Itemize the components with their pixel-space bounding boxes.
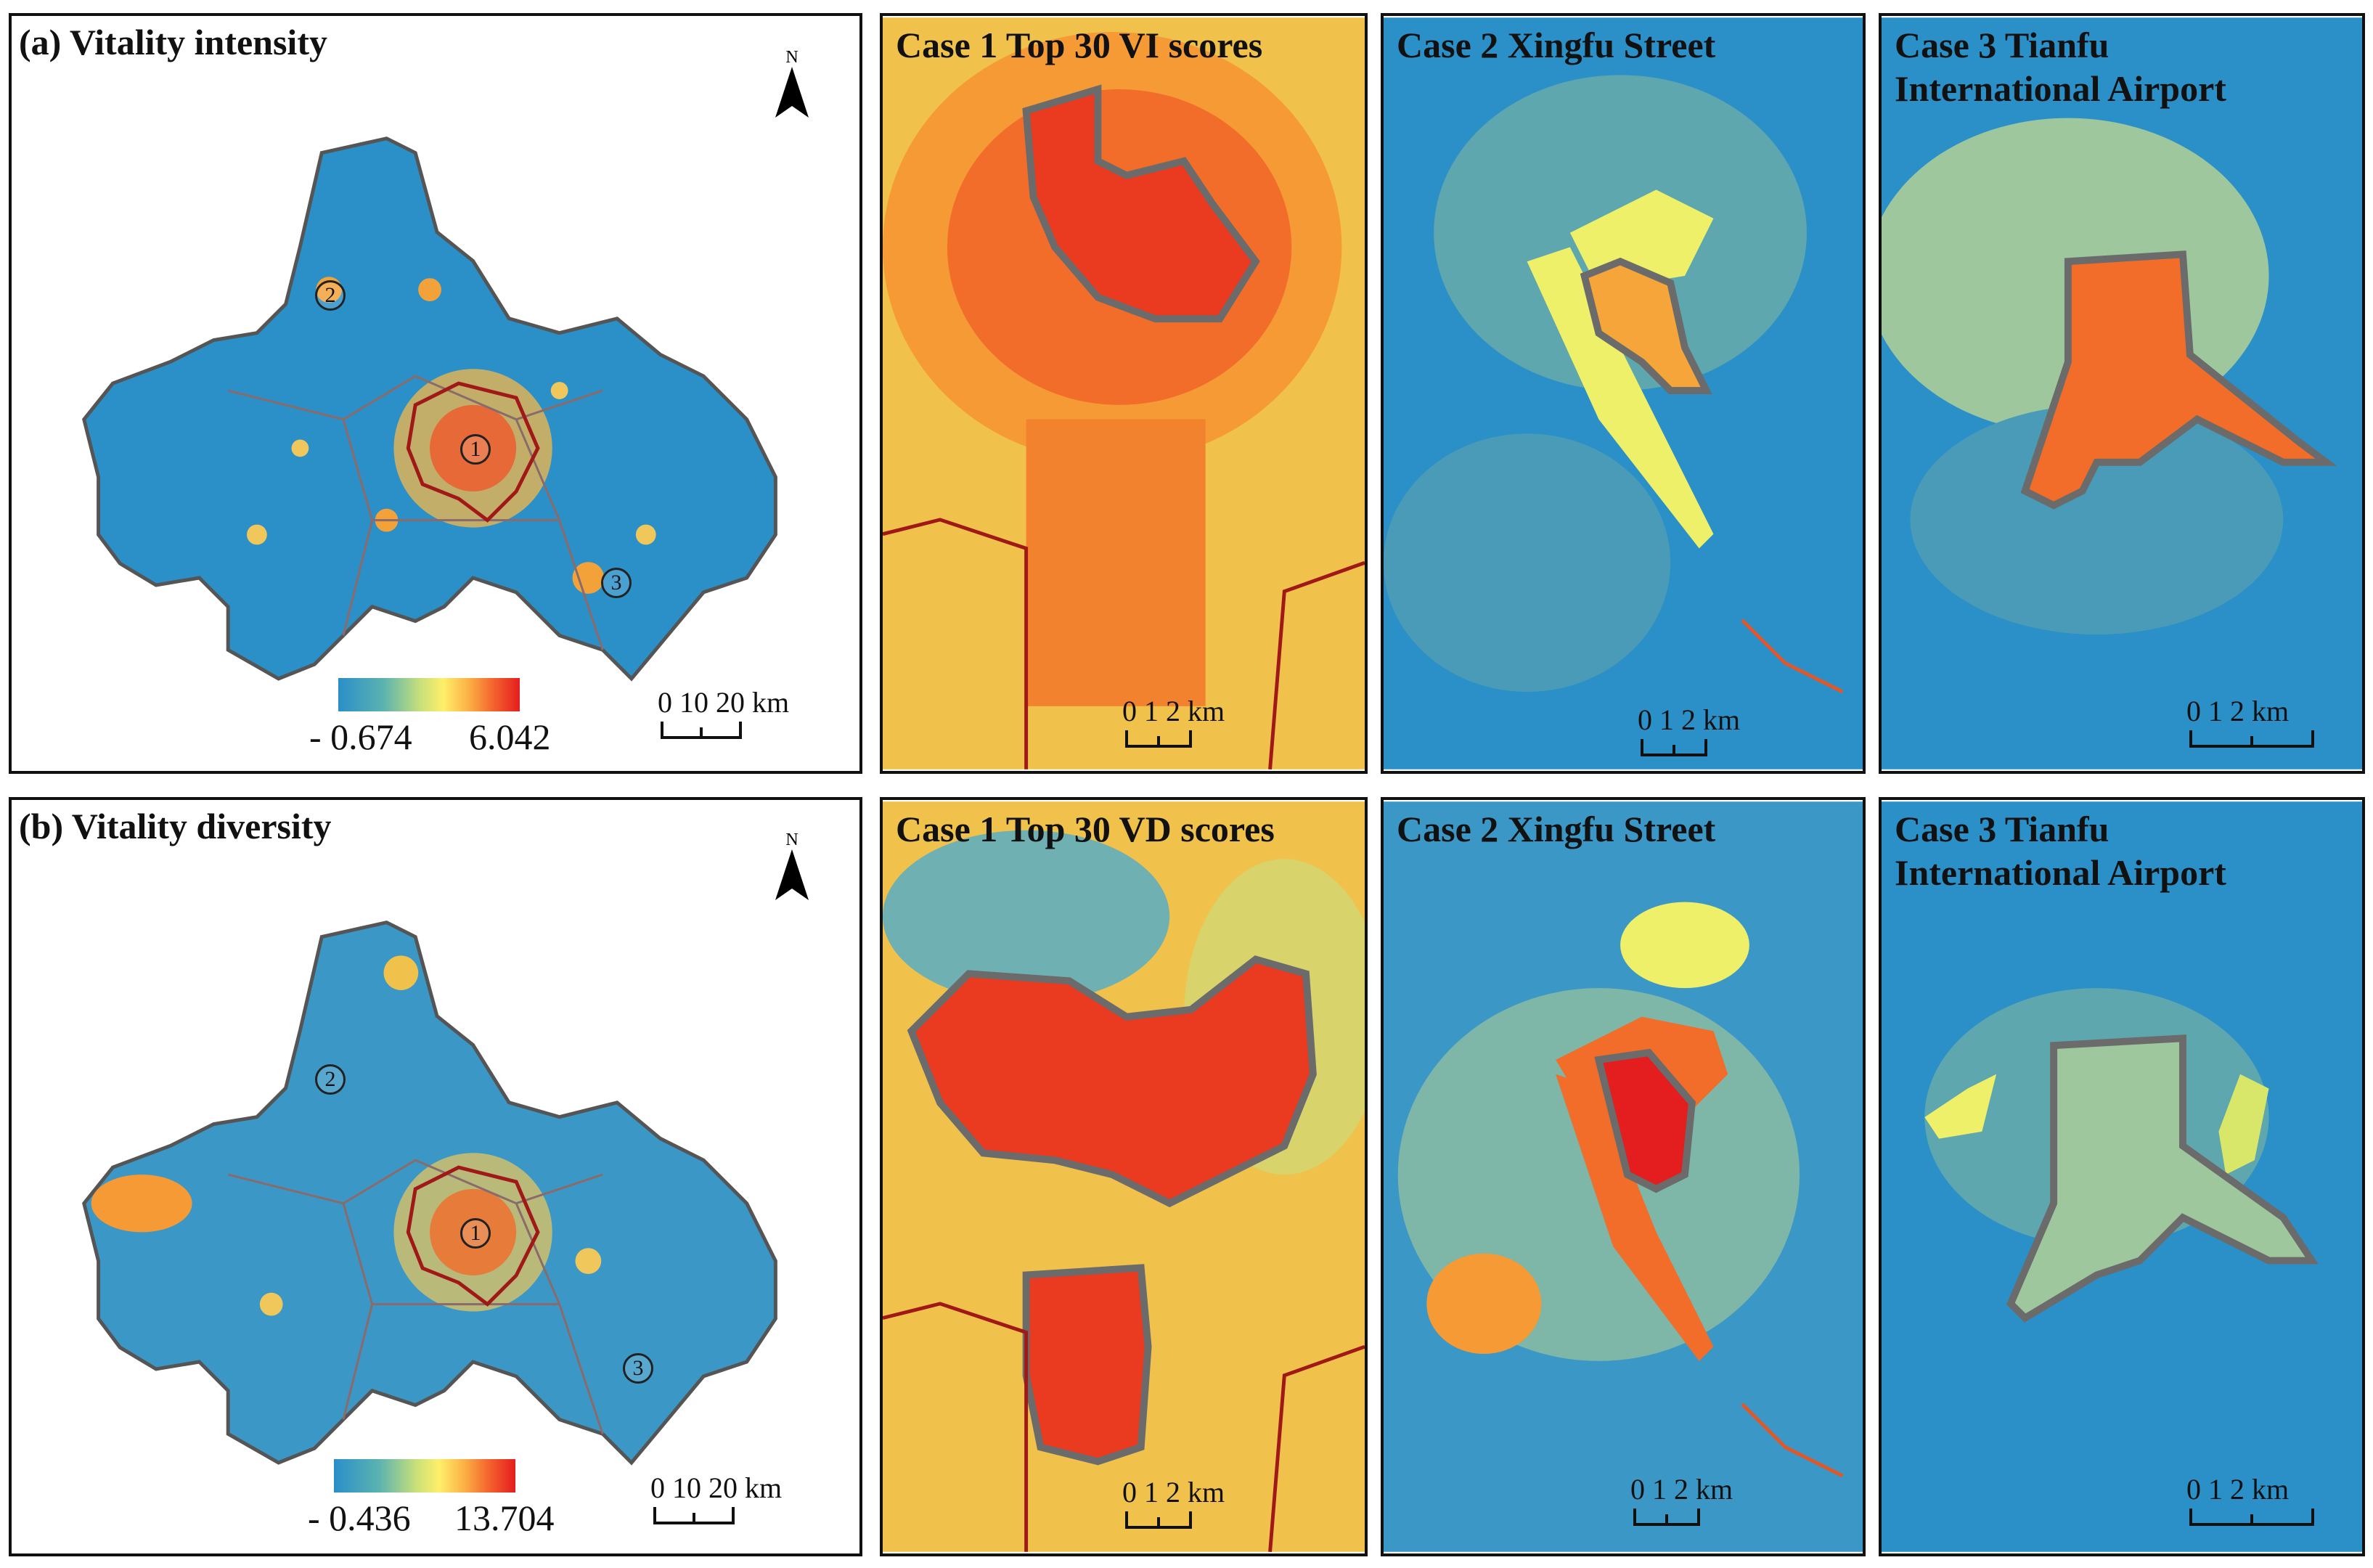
case-3-title: Case 3 Tianfu International Airport bbox=[1895, 23, 2226, 110]
district-boundary bbox=[883, 518, 1365, 769]
panel-b-overview: (b) Vitality diversity N 1 2 3 - 0.436 1… bbox=[9, 797, 862, 1556]
case-2-map bbox=[1384, 801, 1863, 1552]
case-1-scale-line bbox=[1125, 730, 1192, 748]
district-boundaries bbox=[227, 375, 604, 650]
color-legend: - 0.436 13.704 bbox=[308, 1459, 555, 1538]
top-30-cluster-north bbox=[907, 955, 1317, 1208]
case-1-map bbox=[883, 17, 1365, 769]
case-2-scale-ticks: 0 1 2 km bbox=[1638, 703, 1741, 736]
case-1-map bbox=[883, 801, 1365, 1552]
case-marker-2: 2 bbox=[315, 1064, 346, 1095]
top-30-cluster-south bbox=[1022, 1264, 1152, 1466]
north-arrow: N bbox=[774, 830, 810, 904]
legend-min: - 0.674 bbox=[309, 716, 412, 757]
airport-boundary bbox=[2006, 1034, 2319, 1323]
north-arrow: N bbox=[774, 48, 810, 121]
case-1-scale-line bbox=[1125, 1511, 1192, 1529]
case-marker-1: 1 bbox=[460, 434, 491, 465]
legend-max: 6.042 bbox=[469, 716, 551, 757]
top-30-cluster bbox=[1022, 84, 1260, 323]
case-2-map bbox=[1384, 17, 1863, 769]
case-marker-3: 3 bbox=[601, 568, 632, 598]
scale-bar-line bbox=[653, 1507, 735, 1524]
yellow-patch-right bbox=[2218, 1074, 2269, 1175]
case-1-title: Case 1 Top 30 VD scores bbox=[896, 809, 1275, 849]
panel-a-case-1: Case 1 Top 30 VI scores 0 1 2 km bbox=[880, 13, 1368, 774]
panel-b-title: (b) Vitality diversity bbox=[19, 806, 332, 846]
district-boundary bbox=[883, 1302, 1365, 1552]
north-arrow-icon bbox=[775, 849, 809, 900]
panel-a-case-3: Case 3 Tianfu International Airport 0 1 … bbox=[1879, 13, 2365, 774]
north-arrow-icon bbox=[775, 67, 809, 118]
panel-b-case-3: Case 3 Tianfu International Airport 0 1 … bbox=[1879, 797, 2365, 1556]
panel-a-overview: (a) Vitality intensity N 1 2 3 - 0.674 6… bbox=[9, 13, 862, 774]
scale-bar: 0 10 20 km bbox=[658, 687, 789, 740]
north-label: N bbox=[785, 830, 799, 849]
panel-a-case-2: Case 2 Xingfu Street 0 1 2 km bbox=[1381, 13, 1866, 774]
case-3-title-line2: International Airport bbox=[1895, 852, 2226, 893]
case-3-scale-bar: 0 1 2 km bbox=[2186, 695, 2317, 749]
case-1-scale-bar: 0 1 2 km bbox=[1122, 695, 1225, 749]
panel-a-title: (a) Vitality intensity bbox=[19, 22, 327, 62]
case-3-scale-line bbox=[2189, 730, 2314, 748]
yellow-patch-left bbox=[1924, 1074, 1997, 1139]
case-3-map bbox=[1882, 801, 2362, 1552]
panel-b-case-1: Case 1 Top 30 VD scores 0 1 2 km bbox=[880, 797, 1368, 1556]
region-map-b bbox=[82, 920, 777, 1466]
legend-min: - 0.436 bbox=[308, 1498, 411, 1538]
yellow-corridor bbox=[1527, 247, 1714, 549]
case-3-scale-bar: 0 1 2 km bbox=[2186, 1474, 2317, 1527]
region-map-a bbox=[82, 136, 777, 682]
central-ring-boundary bbox=[406, 381, 540, 523]
case-2-scale-bar: 0 1 2 km bbox=[1630, 1474, 1733, 1527]
case-1-scale-bar: 0 1 2 km bbox=[1122, 1477, 1225, 1530]
case-3-title-line2: International Airport bbox=[1895, 68, 2226, 109]
orange-corridor bbox=[1556, 1074, 1714, 1361]
district-boundaries bbox=[227, 1159, 604, 1434]
case-2-scale-bar: 0 1 2 km bbox=[1638, 704, 1740, 758]
case-3-scale-ticks: 0 1 2 km bbox=[2186, 695, 2290, 727]
case-3-scale-line bbox=[2189, 1508, 2314, 1526]
case-2-title: Case 2 Xingfu Street bbox=[1397, 25, 1716, 65]
case-3-map bbox=[1882, 17, 2362, 769]
case-1-title: Case 1 Top 30 VI scores bbox=[896, 25, 1263, 65]
scale-bar-line bbox=[661, 722, 742, 739]
north-label: N bbox=[785, 48, 799, 67]
panel-b-case-2: Case 2 Xingfu Street 0 1 2 km bbox=[1381, 797, 1866, 1556]
scale-bar-ticks: 0 10 20 km bbox=[658, 686, 790, 719]
xingfu-street-boundary bbox=[1594, 1048, 1696, 1193]
scale-bar-ticks: 0 10 20 km bbox=[650, 1471, 783, 1504]
case-3-title-line1: Case 3 Tianfu bbox=[1895, 809, 2109, 849]
case-2-scale-line bbox=[1633, 1508, 1700, 1526]
district-boundary bbox=[1741, 618, 1844, 694]
case-marker-1: 1 bbox=[460, 1218, 491, 1249]
case-3-title-line1: Case 3 Tianfu bbox=[1895, 25, 2109, 65]
case-2-scale-line bbox=[1641, 739, 1707, 756]
case-1-scale-ticks: 0 1 2 km bbox=[1122, 695, 1225, 727]
case-2-title: Case 2 Xingfu Street bbox=[1397, 809, 1716, 849]
legend-max: 13.704 bbox=[454, 1498, 555, 1538]
color-ramp bbox=[334, 1459, 515, 1493]
case-marker-3: 3 bbox=[623, 1353, 653, 1384]
airport-boundary bbox=[2020, 250, 2337, 510]
scale-bar: 0 10 20 km bbox=[650, 1472, 782, 1526]
case-3-title: Case 3 Tianfu International Airport bbox=[1895, 807, 2226, 894]
xingfu-street-boundary bbox=[1580, 257, 1712, 394]
central-ring-boundary bbox=[406, 1165, 540, 1307]
case-2-scale-ticks: 0 1 2 km bbox=[1630, 1473, 1733, 1506]
case-3-scale-ticks: 0 1 2 km bbox=[2186, 1473, 2290, 1506]
case-1-scale-ticks: 0 1 2 km bbox=[1122, 1476, 1225, 1508]
district-boundary bbox=[1741, 1402, 1844, 1478]
color-legend: - 0.674 6.042 bbox=[309, 678, 551, 757]
case-marker-2: 2 bbox=[315, 280, 346, 311]
color-ramp bbox=[338, 678, 520, 711]
